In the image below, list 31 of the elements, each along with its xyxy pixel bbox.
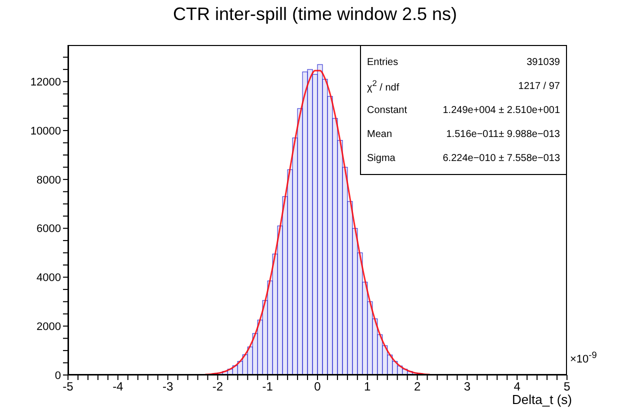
annotation: χ$^{2}$ / ndf [367, 78, 400, 94]
y-tick-label: 2000 [36, 321, 61, 334]
annotation: Entries [367, 56, 398, 68]
x-tick-label: 1 [364, 380, 372, 394]
y-tick-label: 8000 [36, 174, 61, 186]
annotation: 1.249e+004 ± 2.510e+001 [442, 104, 560, 116]
text: ×10$^{-9}$ [570, 350, 597, 366]
annotation: Sigma [367, 152, 396, 164]
x-tick-label: 4 [514, 380, 521, 394]
y-tick-label: 10000 [30, 125, 61, 138]
x-tick-label: 3 [464, 380, 471, 394]
x-axis-title: Delta_t (s) [512, 392, 572, 407]
y-tick-label: 0 [54, 370, 61, 382]
annotation: 391039 [526, 56, 560, 68]
y-tick-label: 12000 [30, 76, 61, 89]
x-tick-label: -4 [112, 380, 124, 394]
x-tick-label: -1 [262, 380, 274, 394]
x-tick-label: 5 [564, 380, 571, 394]
chart-title: CTR inter-spill (time window 2.5 ns) [172, 4, 458, 25]
y-tick-label: 6000 [36, 223, 61, 236]
annotation: Mean [367, 128, 392, 140]
x-tick-label: 2 [414, 380, 421, 394]
x-tick-label: -5 [62, 380, 74, 394]
x-tick-label: 0 [314, 380, 322, 394]
x-tick-label: -3 [162, 380, 174, 394]
y-tick-label: 4000 [36, 272, 61, 284]
annotation: 6.224e−010 ± 7.558e−013 [442, 152, 560, 164]
annotation: Constant [367, 104, 408, 116]
annotation: 1.516e−011± 9.988e−013 [446, 128, 560, 140]
annotation: 1217 / 97 [518, 80, 560, 92]
x-tick-label: -2 [212, 380, 224, 394]
